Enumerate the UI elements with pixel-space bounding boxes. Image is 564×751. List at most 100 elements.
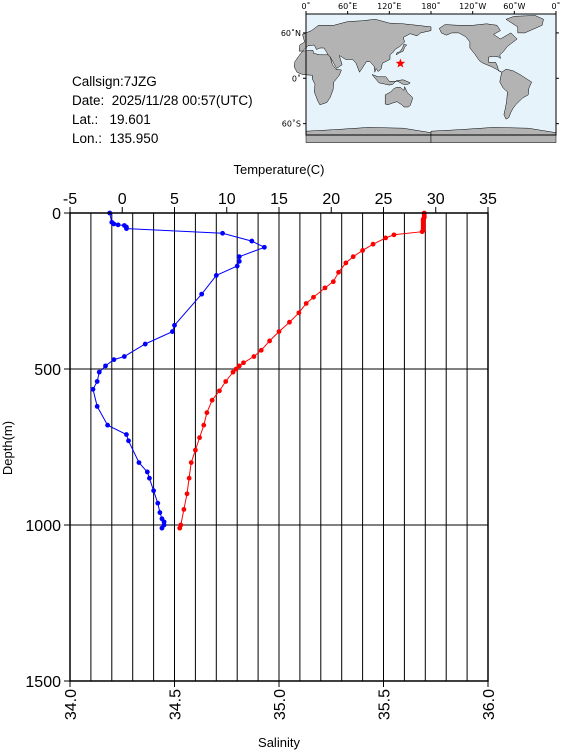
temperature-data-point	[251, 354, 257, 359]
salinity-data-point	[172, 322, 177, 328]
salinity-data-point	[220, 230, 225, 236]
salinity-data-point	[142, 341, 148, 347]
depth-tick-label: 1500	[25, 674, 61, 691]
temperature-data-point	[236, 363, 242, 369]
temperature-tick-label: 35	[479, 191, 497, 208]
landmass-south-america	[499, 68, 533, 120]
temperature-data-point	[184, 491, 190, 497]
salinity-data-point	[103, 363, 108, 369]
temperature-data-point	[197, 435, 202, 441]
temperature-data-point	[391, 232, 397, 238]
latitude-label: 60˚N	[281, 28, 301, 38]
salinity-data-point	[249, 238, 255, 244]
chart-grid	[70, 213, 488, 681]
longitude-label: 60˚W	[503, 1, 525, 11]
temperature-data-point	[209, 397, 215, 403]
salinity-axis-title: Salinity	[258, 735, 300, 750]
landmass-japan	[395, 44, 408, 56]
salinity-tick-label: 35.5	[377, 689, 394, 720]
longitude-label: 120˚W	[459, 1, 486, 11]
temperature-tick-label: 15	[270, 191, 288, 208]
temperature-data-point	[276, 329, 282, 334]
salinity-tick-label: 36.0	[481, 689, 498, 720]
salinity-data-point	[94, 404, 100, 409]
temperature-data-point	[322, 285, 328, 291]
chart-series	[90, 210, 427, 531]
temperature-data-point	[370, 241, 376, 247]
temperature-data-point	[193, 447, 198, 453]
salinity-data-point	[126, 438, 131, 444]
station-marker-star-icon	[395, 58, 406, 68]
temperature-tick-label: 20	[322, 191, 340, 208]
temperature-data-point	[303, 301, 309, 306]
salinity-data-point	[111, 357, 117, 363]
salinity-data-point	[124, 226, 129, 232]
temperature-data-point	[177, 525, 183, 531]
temperature-data-point	[230, 369, 236, 375]
longitude-label: 180˚	[421, 1, 440, 11]
landmass-indonesia	[371, 73, 411, 86]
temperature-data-point	[311, 294, 316, 300]
salinity-data-point	[155, 500, 161, 506]
salinity-data-point	[94, 379, 100, 384]
map-content: 0˚ 60˚E 120˚E 180˚ 120˚W 60˚W 0˚ 60˚N 0˚ 60˚S	[281, 1, 561, 143]
temperature-data-point	[296, 310, 302, 316]
salinity-data-point	[151, 488, 157, 494]
longitude-label: 0˚	[551, 1, 560, 11]
temperature-tick-label: 25	[375, 191, 393, 208]
landmass-greenland	[505, 15, 544, 34]
salinity-data-point	[159, 525, 165, 531]
temperature-tick-label: 30	[427, 191, 445, 208]
depth-tick-label: 500	[34, 362, 61, 379]
salinity-data-point	[136, 460, 142, 465]
temperature-data-point	[330, 279, 336, 285]
salinity-data-point	[236, 258, 242, 264]
salinity-tick-label: 34.0	[63, 689, 80, 720]
landmass-australia	[384, 85, 413, 108]
temperature-data-point	[217, 388, 222, 394]
temperature-data-point	[233, 366, 239, 372]
salinity-data-point	[234, 263, 240, 269]
callsign-text: Callsign:7JZG	[72, 74, 157, 89]
temperature-axis-title: Temperature(C)	[233, 162, 324, 177]
salinity-data-point	[261, 244, 267, 250]
salinity-data-point	[213, 273, 219, 278]
temperature-data-point	[267, 338, 272, 344]
temperature-data-point	[204, 410, 210, 416]
salinity-data-point	[121, 354, 127, 359]
temperature-data-point	[350, 254, 356, 260]
date-text: Date: 2025/11/28 00:57(UTC)	[72, 93, 253, 108]
salinity-data-point	[147, 475, 152, 481]
temperature-data-point	[343, 260, 349, 266]
temperature-data-point	[188, 460, 194, 465]
salinity-tick-label: 35.0	[272, 689, 289, 720]
temperature-data-point	[258, 347, 264, 353]
depth-tick-label: 1000	[25, 518, 61, 535]
temperature-tick-label: 5	[170, 191, 179, 208]
temperature-tick-label: 0	[118, 191, 127, 208]
temperature-data-point	[223, 379, 229, 384]
salinity-data-point	[90, 386, 96, 392]
temperature-data-point	[181, 507, 187, 512]
temperature-data-point	[186, 475, 192, 481]
depth-tick-label: 0	[52, 206, 61, 223]
station-info: Callsign:7JZG Date: 2025/11/28 00:57(UTC…	[72, 72, 253, 148]
temperature-data-point	[419, 229, 425, 235]
salinity-data-point	[115, 222, 121, 228]
temperature-data-point	[383, 235, 388, 241]
longitude-label: 120˚E	[377, 1, 401, 11]
temperature-tick-label: -5	[63, 191, 77, 208]
salinity-data-point	[199, 291, 205, 297]
temperature-data-point	[360, 248, 365, 253]
depth-axis-title: Depth(m)	[0, 421, 15, 475]
salinity-tick-label: 34.5	[168, 689, 185, 720]
salinity-data-point	[111, 221, 117, 227]
landmass-north-america	[438, 23, 518, 73]
longitude-label: 60˚E	[338, 1, 357, 11]
temperature-data-point	[336, 269, 341, 275]
salinity-data-point	[236, 254, 242, 260]
salinity-data-point	[105, 422, 111, 428]
longitude-label: 0˚	[301, 1, 310, 11]
